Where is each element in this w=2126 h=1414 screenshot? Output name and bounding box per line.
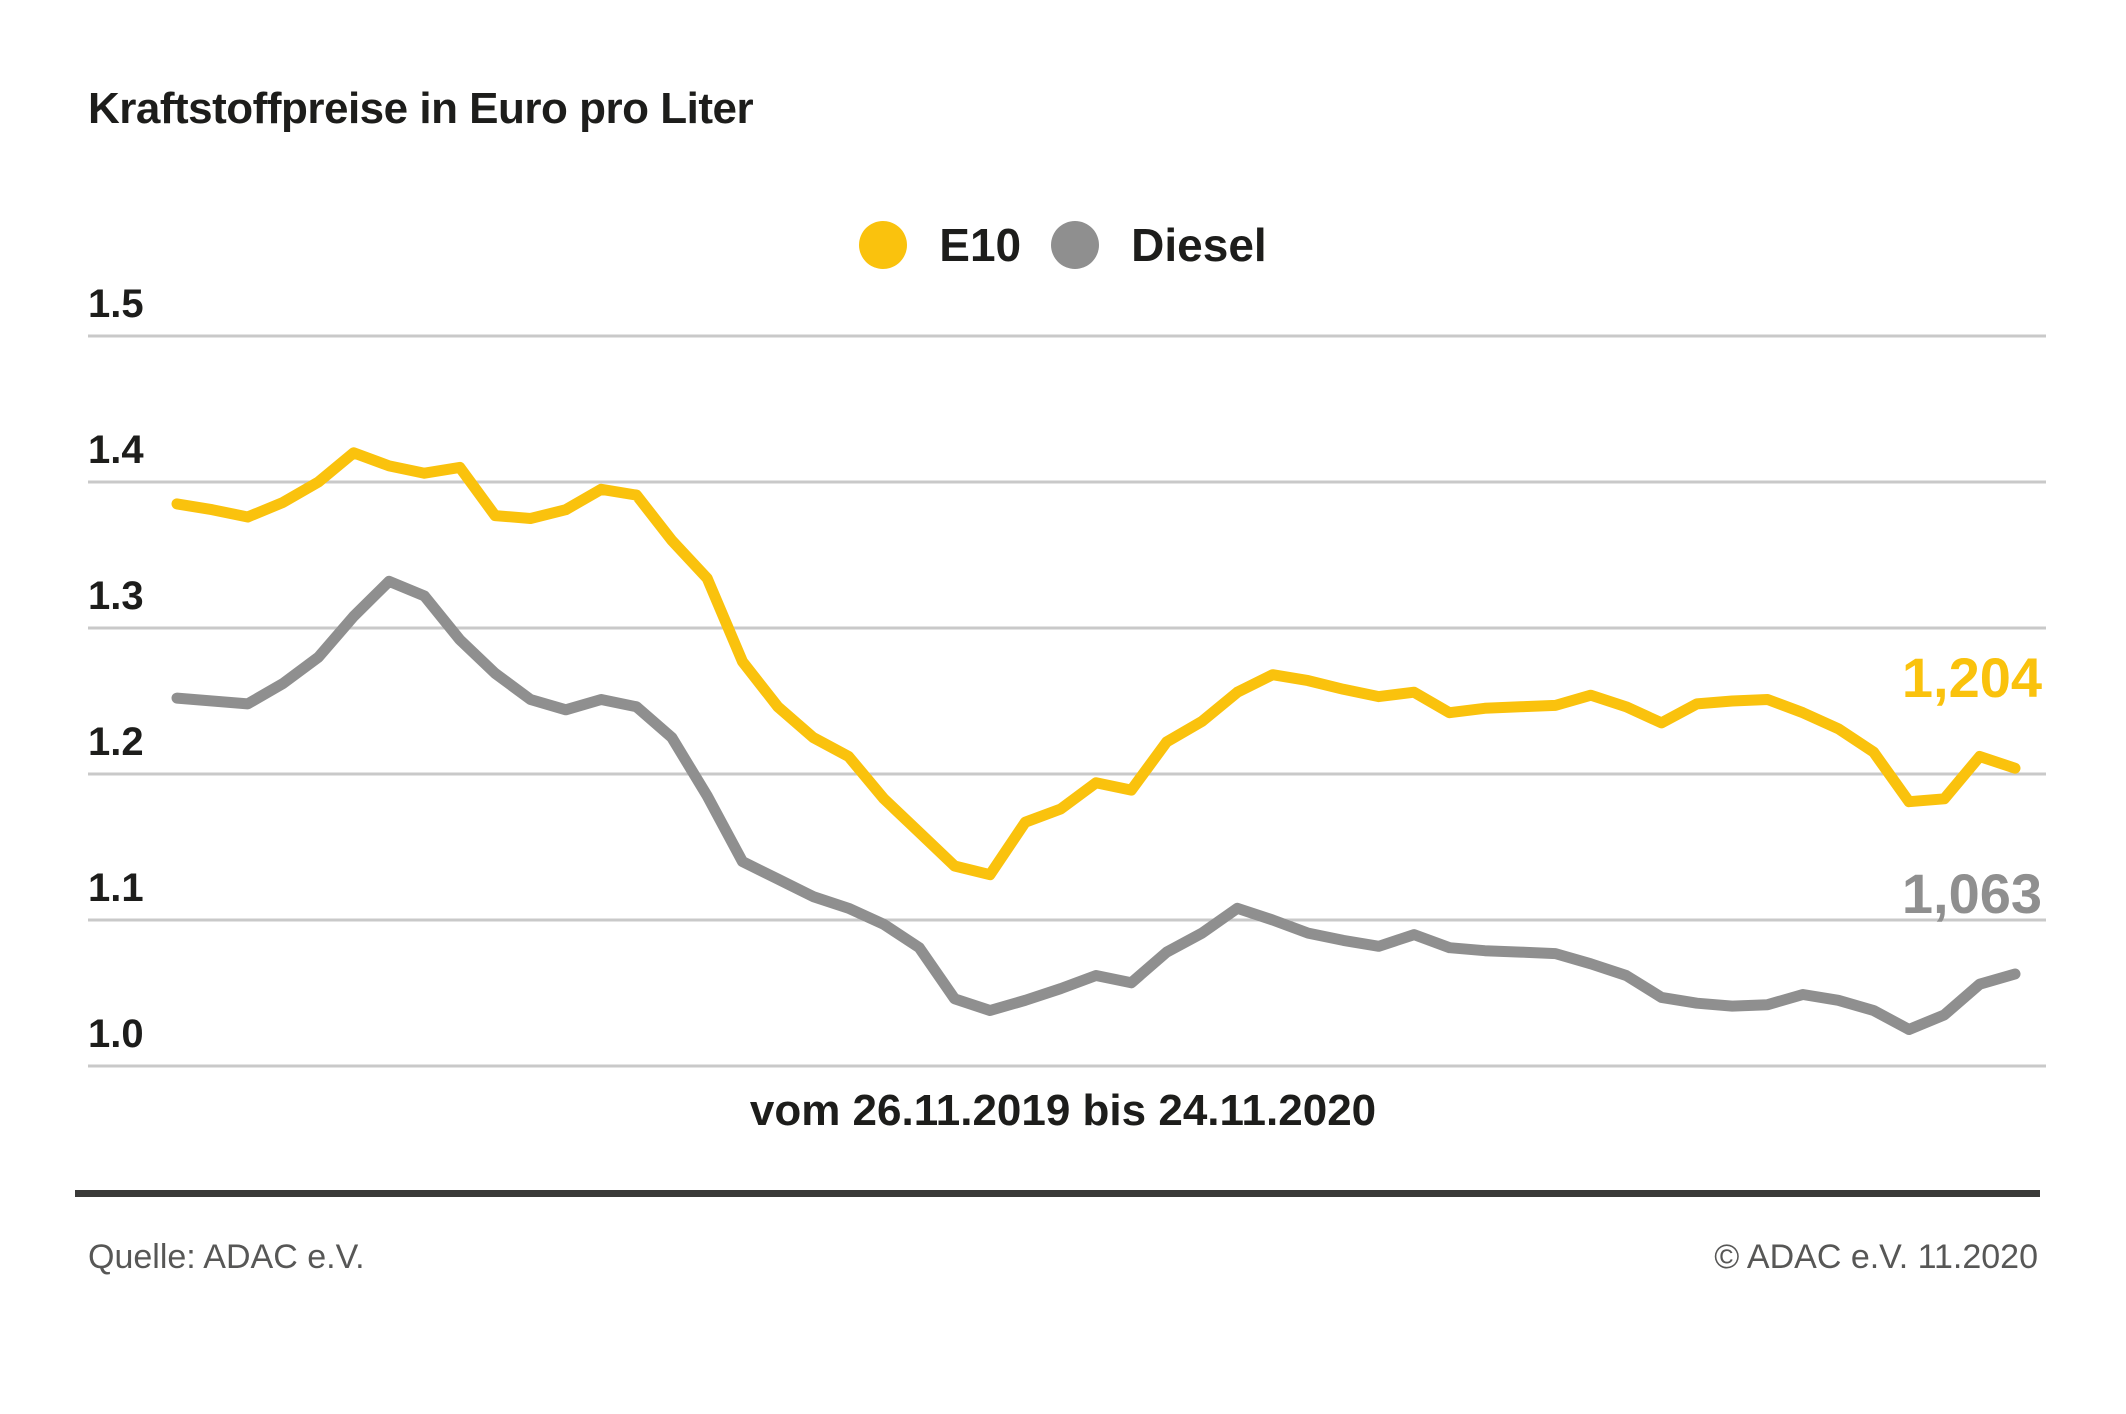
e10-line xyxy=(171,447,2021,881)
legend-item-e10: E10 xyxy=(859,218,1021,272)
y-tick-label-1.0: 1.0 xyxy=(88,1012,144,1056)
diesel-end-value-label: 1,063 xyxy=(1901,862,2042,925)
y-tick-label-1.2: 1.2 xyxy=(88,720,144,764)
e10-dot-icon xyxy=(859,221,908,269)
diesel-line xyxy=(171,575,2021,1035)
diesel-legend-label: Diesel xyxy=(1131,219,1267,271)
source-text: Quelle: ADAC e.V. xyxy=(88,1238,365,1276)
page-title: Kraftstoffpreise in Euro pro Liter xyxy=(88,84,754,133)
y-tick-label-1.1: 1.1 xyxy=(88,866,144,910)
legend-item-diesel: Diesel xyxy=(1051,218,1267,272)
y-tick-label-1.5: 1.5 xyxy=(88,282,144,326)
y-tick-label-1.4: 1.4 xyxy=(88,428,144,472)
e10-legend-label: E10 xyxy=(939,219,1022,271)
footer-divider xyxy=(75,1190,2040,1197)
diesel-dot-icon xyxy=(1051,221,1100,269)
x-axis-caption: vom 26.11.2019 bis 24.11.2020 xyxy=(749,1086,1377,1135)
e10-end-value-label: 1,204 xyxy=(1901,646,2042,709)
y-tick-label-1.3: 1.3 xyxy=(88,574,144,618)
copyright-text: © ADAC e.V. 11.2020 xyxy=(1714,1238,2038,1276)
legend: E10 Diesel xyxy=(0,218,2126,272)
